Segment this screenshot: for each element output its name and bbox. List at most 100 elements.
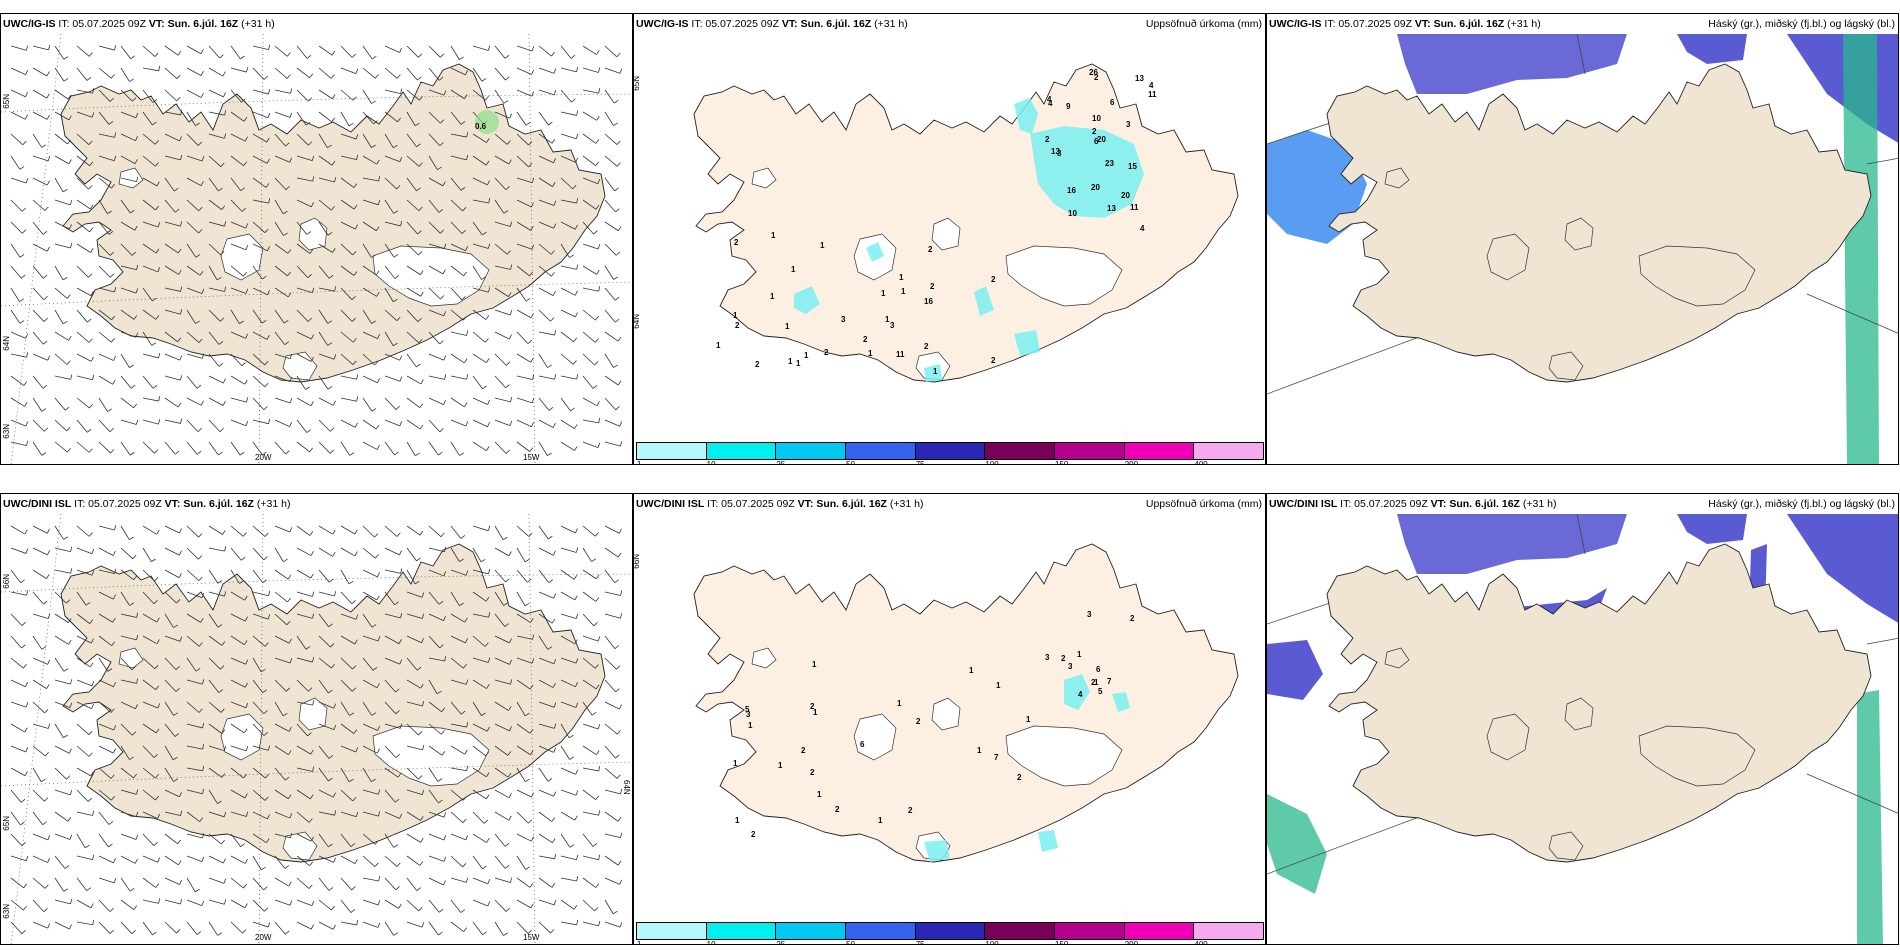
lat-label: 65N	[633, 76, 641, 91]
precip-area	[1014, 330, 1040, 356]
glacier	[298, 217, 328, 251]
cloud-iceland-outline	[1326, 63, 1872, 383]
precip-value: 1	[901, 287, 906, 296]
precip-value: 20	[1091, 183, 1100, 192]
precip-value: 1	[1026, 715, 1031, 724]
precip-value: 1	[813, 708, 818, 717]
panel-title: UWC/DINI ISL IT: 05.07.2025 09Z VT: Sun.…	[1269, 498, 1556, 510]
precip-value: 9	[1066, 102, 1071, 111]
point-value: 0.6	[475, 122, 487, 131]
precip-value: 6	[1096, 665, 1101, 674]
glacier	[931, 217, 961, 251]
precip-value: 23	[1105, 159, 1114, 168]
precip-value: 2	[751, 830, 756, 839]
precip-value: 2	[924, 342, 929, 351]
mid-cloud-area	[1267, 640, 1323, 700]
precip-value: 1	[969, 666, 974, 675]
map-wind: 0.6	[1, 34, 632, 464]
glacier	[118, 647, 144, 669]
glacier	[118, 167, 144, 189]
precip-value: 4	[1048, 99, 1053, 108]
lead-time: (+31 h)	[241, 18, 275, 30]
colorbar-tick: 75	[915, 460, 925, 465]
precip-value: 1	[748, 721, 753, 730]
precip-value: 1	[788, 357, 793, 366]
glacier	[220, 713, 264, 761]
precip-value: 20	[1121, 191, 1130, 200]
map-cloud	[1267, 514, 1898, 944]
precip-value: 1	[933, 367, 938, 376]
valid-label: VT:	[781, 18, 798, 30]
panel-igis-wind: UWC/IG-IS IT: 05.07.2025 09Z VT: Sun. 6.…	[0, 13, 633, 465]
precip-colorbar: 1 10 25 50 75 100 150 200 400	[636, 442, 1265, 464]
precip-area	[1064, 674, 1090, 710]
field-title: Uppsöfnuð úrkoma (mm)	[1145, 18, 1262, 30]
panel-title: UWC/IG-IS IT: 05.07.2025 09Z VT: Sun. 6.…	[3, 18, 275, 30]
precip-value: 2	[928, 245, 933, 254]
precip-value: 1	[885, 315, 890, 324]
glacier	[751, 167, 777, 189]
precip-value: 2	[1130, 614, 1135, 623]
precip-area	[1112, 692, 1130, 712]
mid-cloud-area	[1787, 514, 1898, 623]
wind-barbs	[10, 525, 623, 936]
precip-colorbar: 1 10 25 50 75 100 150 200 400	[636, 922, 1265, 945]
glacier-outline	[1384, 167, 1410, 189]
precip-value: 6	[1110, 98, 1115, 107]
precip-value: 1	[796, 359, 801, 368]
panel-title: UWC/IG-IS IT: 05.07.2025 09Z VT: Sun. 6.…	[1269, 18, 1541, 30]
glacier	[372, 725, 490, 787]
precip-areas	[794, 98, 1144, 382]
init-time: IT: 05.07.2025 09Z	[707, 498, 795, 510]
colorbar-tick: 400	[1194, 460, 1208, 465]
precip-areas	[924, 674, 1130, 862]
precip-value: 1	[778, 761, 783, 770]
valid-time: Sun. 6.júl. 16Z	[1433, 18, 1505, 30]
mid-cloud-area	[1677, 514, 1747, 544]
precip-value: 3	[746, 710, 751, 719]
precip-value: 3	[1126, 120, 1131, 129]
panel-igis-cloud: UWC/IG-IS IT: 05.07.2025 09Z VT: Sun. 6.…	[1266, 13, 1899, 465]
colorbar-swatch: 75	[915, 442, 986, 464]
init-time: IT: 05.07.2025 09Z	[691, 18, 779, 30]
precip-value: 2	[824, 348, 829, 357]
precip-value: 1	[735, 816, 740, 825]
precip-value: 1	[996, 681, 1001, 690]
valid-time: Sun. 6.júl. 16Z	[183, 498, 254, 510]
lat-label: 64N	[633, 314, 641, 329]
precip-value: 2	[1091, 678, 1096, 687]
precip-value: 3	[1045, 653, 1050, 662]
precip-value: 4	[1078, 690, 1083, 699]
colorbar-tick: 200	[1124, 940, 1139, 945]
valid-label: VT:	[1430, 498, 1447, 510]
precip-iceland-outline	[693, 543, 1239, 863]
init-time: IT: 05.07.2025 09Z	[58, 18, 146, 30]
colorbar-swatch: 400	[1194, 442, 1265, 464]
precip-value: 1	[812, 660, 817, 669]
precip-value: 7	[1107, 677, 1112, 686]
wind-barbs	[10, 44, 623, 457]
colorbar-swatch: 100	[985, 442, 1056, 464]
colorbar-swatch: 25	[776, 442, 847, 464]
precip-value: 13	[1051, 147, 1060, 156]
precip-value: 1	[770, 292, 775, 301]
precip-value: 3	[841, 315, 846, 324]
precip-value: 3	[1057, 149, 1062, 158]
precip-area	[974, 286, 994, 316]
colorbar-swatch: 1	[636, 442, 707, 464]
precip-area	[1014, 98, 1038, 134]
valid-label: VT:	[148, 18, 165, 30]
precip-value: 1	[1077, 650, 1082, 659]
glacier	[220, 233, 264, 281]
precip-value: 11	[1130, 203, 1139, 212]
precip-value: 5	[1098, 687, 1103, 696]
precip-area	[1030, 126, 1144, 218]
precip-value: 2	[810, 768, 815, 777]
valid-time: Sun. 6.júl. 16Z	[816, 498, 887, 510]
glacier-outline	[1638, 245, 1756, 307]
high-cloud-area	[1857, 690, 1883, 944]
colorbar-tick: 50	[846, 940, 855, 945]
precip-value: 1	[878, 816, 883, 825]
model-name: UWC/DINI ISL	[3, 498, 72, 510]
